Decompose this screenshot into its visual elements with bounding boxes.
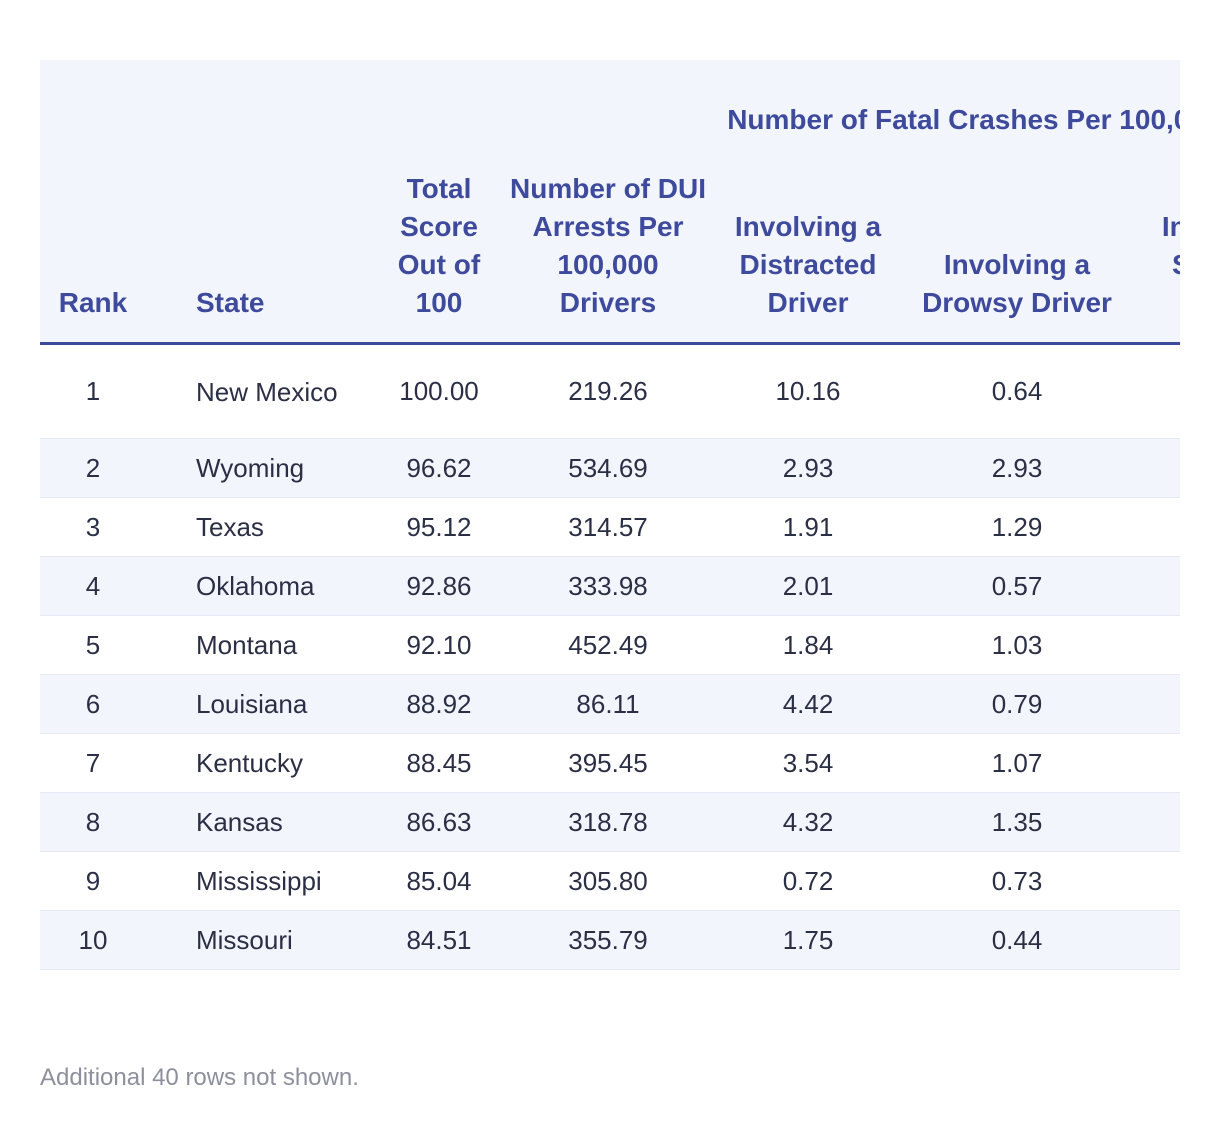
cell-distracted: 2.93 (782, 452, 834, 483)
column-header-dui-arrests[interactable]: Number of DUI Arrests Per 100,000 Driver… (504, 170, 712, 345)
column-header-total-score[interactable]: Total Score Out of 100 (374, 170, 504, 345)
cell-state: Texas (196, 512, 264, 542)
cell-state: Mississippi (196, 866, 322, 896)
table-row: 7 Kentucky 88.45 395.45 3.54 1.07 (40, 734, 1180, 793)
table-row: 3 Texas 95.12 314.57 1.91 1.29 (40, 498, 1180, 557)
table-row: 5 Montana 92.10 452.49 1.84 1.03 (40, 616, 1180, 675)
cell-speeding (1130, 498, 1180, 557)
cell-rank: 5 (85, 629, 101, 660)
cell-total-score: 100.00 (399, 376, 479, 406)
rankings-table: Number of Fatal Crashes Per 100,000 Driv… (40, 60, 1180, 970)
group-header-row: Number of Fatal Crashes Per 100,000 Driv… (40, 60, 1180, 170)
cell-drowsy: 0.64 (991, 376, 1043, 406)
cell-drowsy: 1.03 (991, 629, 1043, 660)
cell-drowsy: 1.07 (991, 747, 1043, 778)
cell-rank: 8 (85, 806, 101, 837)
table-row: 6 Louisiana 88.92 86.11 4.42 0.79 (40, 674, 1180, 734)
cell-distracted: 10.16 (775, 376, 841, 406)
cell-drowsy: 0.79 (991, 688, 1043, 719)
cell-dui-arrests: 452.49 (568, 629, 648, 660)
table-row: 2 Wyoming 96.62 534.69 2.93 2.93 (40, 438, 1180, 498)
table-row: 10 Missouri 84.51 355.79 1.75 0.44 (40, 910, 1180, 970)
cell-state: Oklahoma (196, 571, 315, 601)
cell-distracted: 4.42 (782, 688, 834, 719)
cell-rank: 10 (78, 924, 108, 955)
cell-speeding (1130, 793, 1180, 852)
cell-distracted: 1.75 (782, 924, 834, 955)
cell-total-score: 85.04 (406, 865, 472, 896)
cell-rank: 4 (85, 570, 101, 601)
cell-drowsy: 0.44 (991, 924, 1043, 955)
cell-rank: 9 (85, 865, 101, 896)
table-row: 9 Mississippi 85.04 305.80 0.72 0.73 (40, 852, 1180, 911)
table-row: 8 Kansas 86.63 318.78 4.32 1.35 (40, 792, 1180, 852)
cell-distracted: 4.32 (782, 806, 834, 837)
cell-dui-arrests: 534.69 (568, 452, 648, 483)
cell-rank: 3 (85, 511, 101, 542)
cell-dui-arrests: 395.45 (568, 747, 648, 778)
cell-speeding (1130, 911, 1180, 970)
cell-total-score: 92.10 (406, 629, 472, 660)
data-table-container[interactable]: Number of Fatal Crashes Per 100,000 Driv… (40, 60, 1180, 1046)
cell-state: Missouri (196, 925, 293, 955)
cell-speeding (1130, 734, 1180, 793)
cell-drowsy: 1.35 (991, 806, 1043, 837)
fatal-crashes-group-header: Number of Fatal Crashes Per 100,000 Driv… (727, 104, 1180, 135)
column-header-speeding[interactable]: Involving a Speeding Driver (1130, 170, 1180, 345)
cell-drowsy: 0.73 (991, 865, 1043, 896)
cell-rank: 6 (85, 688, 101, 719)
cell-speeding (1130, 344, 1180, 439)
cell-drowsy: 0.57 (991, 570, 1043, 601)
cell-dui-arrests: 86.11 (576, 688, 640, 719)
cell-speeding (1130, 616, 1180, 675)
cell-speeding (1130, 675, 1180, 734)
cell-total-score: 88.45 (406, 747, 472, 778)
cell-state: Louisiana (196, 689, 308, 719)
table-row: 1 New Mexico 100.00 219.26 10.16 0.64 (40, 344, 1180, 439)
cell-total-score: 92.86 (406, 570, 472, 601)
cell-rank: 1 (85, 376, 101, 406)
cell-distracted: 3.54 (782, 747, 834, 778)
cell-total-score: 96.62 (406, 452, 472, 483)
column-header-distracted[interactable]: Involving a Distracted Driver (712, 170, 904, 345)
cell-state: Montana (196, 630, 298, 660)
table-footnote: Additional 40 rows not shown. (40, 1064, 359, 1091)
cell-drowsy: 2.93 (991, 452, 1043, 483)
cell-dui-arrests: 333.98 (568, 570, 648, 601)
cell-dui-arrests: 305.80 (568, 865, 648, 896)
cell-dui-arrests: 318.78 (568, 806, 648, 837)
cell-total-score: 86.63 (406, 806, 472, 837)
cell-distracted: 1.84 (782, 629, 834, 660)
cell-dui-arrests: 219.26 (568, 376, 648, 406)
cell-total-score: 95.12 (406, 511, 472, 542)
cell-total-score: 88.92 (406, 688, 472, 719)
cell-dui-arrests: 355.79 (568, 924, 648, 955)
cell-rank: 2 (85, 452, 101, 483)
cell-speeding (1130, 557, 1180, 616)
cell-distracted: 0.72 (782, 865, 834, 896)
column-header-row: Rank State Total Score Out of 100 Number… (40, 170, 1180, 345)
cell-distracted: 2.01 (782, 570, 834, 601)
cell-total-score: 84.51 (406, 924, 472, 955)
column-header-rank[interactable]: Rank (40, 170, 146, 345)
cell-speeding (1130, 852, 1180, 911)
cell-dui-arrests: 314.57 (568, 511, 648, 542)
cell-speeding (1130, 439, 1180, 498)
cell-state: New Mexico (196, 376, 338, 407)
cell-distracted: 1.91 (782, 511, 834, 542)
cell-state: Kansas (196, 807, 283, 837)
table-row: 4 Oklahoma 92.86 333.98 2.01 0.57 (40, 556, 1180, 616)
cell-rank: 7 (85, 747, 101, 778)
cell-state: Kentucky (196, 748, 303, 778)
cell-state: Wyoming (196, 453, 305, 483)
table-body: 1 New Mexico 100.00 219.26 10.16 0.64 2 Wyoming… (40, 344, 1180, 970)
column-header-drowsy[interactable]: Involving a Drowsy Driver (904, 170, 1130, 345)
cell-drowsy: 1.29 (991, 511, 1043, 542)
column-header-state[interactable]: State (146, 170, 374, 345)
